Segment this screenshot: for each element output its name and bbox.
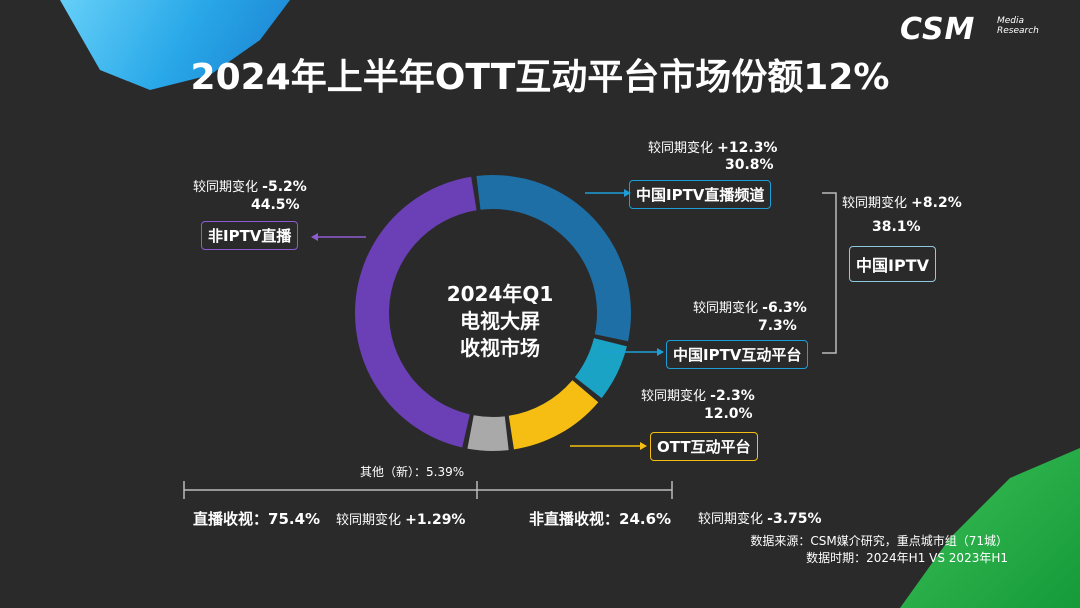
change-value: -6.3% [762, 300, 807, 316]
change-value: -3.75% [767, 511, 822, 527]
ott-change: 较同期变化 -2.3% [641, 385, 755, 404]
live-summary-change: 较同期变化 +1.29% [336, 509, 465, 528]
change-value: -5.2% [262, 179, 307, 195]
donut-center-label: 2024年Q1 电视大屏 收视市场 [400, 281, 600, 362]
iptv-total-pct: 38.1% [872, 219, 921, 235]
arrow-iptv-interactive [657, 348, 664, 356]
donut-slices [354, 174, 631, 451]
change-value: +1.29% [405, 512, 466, 528]
change-value: +8.2% [911, 195, 962, 211]
iptv-total-label: 中国IPTV [849, 246, 936, 282]
source-line1: 数据来源：CSM媒介研究，重点城市组（71城） [750, 534, 1008, 548]
donut-slice-4 [354, 176, 477, 448]
donut-slice-2 [508, 380, 599, 450]
center-line3: 收视市场 [460, 336, 540, 360]
change-prefix: 较同期变化 [842, 196, 908, 211]
nonlive-summary: 非直播收视：24.6% [529, 510, 672, 528]
center-line2: 电视大屏 [460, 309, 540, 333]
arrow-iptv-live [624, 189, 631, 197]
logo-sub-line1: Media [997, 16, 1025, 26]
non-iptv-label: 非IPTV直播 [201, 221, 299, 250]
iptv-live-change: 较同期变化 +12.3% [648, 137, 777, 156]
change-prefix: 较同期变化 [641, 389, 707, 404]
donut-slice-0 [476, 174, 631, 342]
arrow-non-iptv [311, 233, 318, 241]
donut-slice-3 [467, 415, 509, 451]
bracket-iptv [822, 192, 837, 354]
iptv-interactive-label: 中国IPTV互动平台 [666, 340, 809, 369]
non-iptv-change: 较同期变化 -5.2% [193, 176, 307, 195]
logo-subtitle: Media Research [997, 16, 1057, 36]
change-prefix: 较同期变化 [693, 301, 759, 316]
ott-pct: 12.0% [704, 406, 753, 422]
change-prefix: 较同期变化 [193, 180, 259, 195]
nonlive-summary-change: 较同期变化 -3.75% [698, 508, 822, 527]
connectors [183, 189, 837, 499]
other-label: 其他（新）：5.39% [360, 465, 465, 479]
iptv-interactive-pct: 7.3% [758, 318, 797, 334]
change-value: -2.3% [710, 388, 755, 404]
change-prefix: 较同期变化 [698, 512, 764, 527]
source-line2: 数据时期：2024年H1 VS 2023年H1 [806, 551, 1008, 565]
iptv-interactive-change: 较同期变化 -6.3% [693, 297, 807, 316]
change-prefix: 较同期变化 [336, 513, 402, 528]
page-title: 2024年上半年OTT互动平台市场份额12% [190, 57, 890, 98]
arrow-ott [640, 442, 647, 450]
iptv-total-change: 较同期变化 +8.2% [842, 192, 962, 211]
iptv-live-pct: 30.8% [725, 157, 774, 173]
donut-slice-1 [574, 338, 627, 399]
non-iptv-pct: 44.5% [251, 197, 300, 213]
csm-logo: CSM [900, 12, 976, 47]
live-summary: 直播收视：75.4% [193, 510, 321, 528]
iptv-live-label: 中国IPTV直播频道 [629, 180, 772, 209]
ott-label: OTT互动平台 [650, 432, 758, 461]
change-prefix: 较同期变化 [648, 141, 714, 156]
center-line1: 2024年Q1 [446, 282, 554, 306]
logo-sub-line2: Research [997, 26, 1039, 36]
change-value: +12.3% [717, 140, 778, 156]
